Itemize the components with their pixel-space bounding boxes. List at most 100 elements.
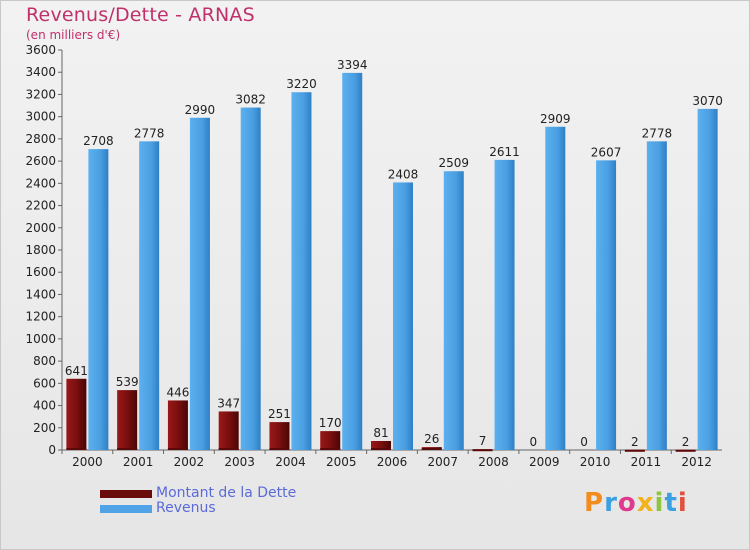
y-tick-label: 2200 [25, 199, 56, 213]
y-tick-label: 3600 [25, 43, 56, 57]
data-label-debt-2003: 347 [217, 396, 240, 410]
legend-swatch-debt [100, 489, 152, 498]
x-tick-label: 2007 [427, 455, 458, 469]
y-tick-label: 3200 [25, 87, 56, 101]
bar-debt-base-2005 [320, 448, 341, 450]
data-label-debt-2005: 170 [319, 416, 342, 430]
data-label-revenus-2012: 3070 [692, 94, 723, 108]
bar-debt-2005 [320, 431, 341, 450]
y-tick-label: 3000 [25, 110, 56, 124]
bar-revenus-2011 [646, 141, 667, 451]
logo-letter: t [664, 488, 678, 518]
y-tick-label: 400 [33, 399, 56, 413]
bar-debt-2003 [218, 411, 239, 450]
data-label-revenus-2010: 2607 [591, 145, 622, 159]
data-label-revenus-2011: 2778 [642, 126, 673, 140]
bar-debt-2006 [371, 441, 391, 450]
x-tick-label: 2005 [326, 455, 357, 469]
legend-label-debt: Montant de la Dette [156, 485, 297, 501]
data-label-debt-2007: 26 [424, 432, 439, 446]
data-label-debt-2011: 2 [631, 435, 639, 449]
data-label-revenus-2002: 2990 [185, 103, 216, 117]
data-label-debt-2004: 251 [268, 407, 291, 421]
data-label-revenus-2008: 2611 [489, 145, 520, 159]
data-label-revenus-2005: 3394 [337, 58, 368, 72]
data-label-revenus-2009: 2909 [540, 112, 571, 126]
chart-subtitle: (en milliers d'€) [26, 28, 121, 42]
data-label-debt-2006: 81 [373, 426, 388, 440]
bar-revenus-2008 [494, 159, 515, 450]
data-label-debt-2000: 641 [65, 364, 88, 378]
proxiti-logo: Proxiti [584, 488, 688, 518]
y-tick-label: 0 [48, 443, 56, 457]
bar-revenus-2002 [189, 117, 210, 451]
legend-item-debt: Montant de la Dette [100, 486, 296, 501]
bar-revenus-2007 [443, 171, 464, 450]
data-label-debt-2001: 539 [116, 375, 139, 389]
bar-debt-base-2003 [218, 448, 239, 450]
logo-letter: o [617, 488, 637, 518]
legend-item-revenus: Revenus [100, 501, 296, 516]
data-label-debt-2009: 0 [529, 435, 537, 449]
data-label-debt-2010: 0 [580, 435, 588, 449]
y-tick-label: 600 [33, 376, 56, 390]
y-tick-label: 3400 [25, 65, 56, 79]
logo-letter: i [677, 488, 688, 518]
x-tick-label: 2003 [224, 455, 255, 469]
bar-revenus-2006 [393, 182, 413, 450]
bar-revenus-2010 [596, 160, 617, 451]
x-tick-label: 2000 [72, 455, 103, 469]
bar-debt-base-2008 [472, 449, 493, 452]
chart-legend: Montant de la Dette Revenus [100, 486, 296, 516]
bar-debt-2002 [167, 400, 188, 450]
bar-debt-base-2012 [675, 449, 696, 452]
logo-letter: x [636, 488, 655, 518]
bar-debt-2004 [269, 422, 290, 450]
x-tick-label: 2009 [529, 455, 560, 469]
data-label-revenus-2006: 2408 [388, 167, 419, 181]
y-tick-label: 800 [33, 354, 56, 368]
x-tick-label: 2002 [174, 455, 205, 469]
x-tick-label: 2006 [377, 455, 408, 469]
data-label-debt-2002: 446 [166, 385, 189, 399]
y-tick-label: 2400 [25, 176, 56, 190]
x-tick-label: 2011 [631, 455, 662, 469]
bar-debt-base-2000 [66, 448, 87, 450]
bar-debt-base-2006 [371, 448, 391, 450]
bar-revenus-2012 [697, 108, 718, 450]
data-label-revenus-2003: 3082 [235, 93, 266, 107]
bar-debt-base-2011 [624, 449, 645, 452]
data-label-revenus-2007: 2509 [438, 156, 469, 170]
x-tick-label: 2010 [580, 455, 611, 469]
bar-revenus-2009 [545, 126, 566, 451]
data-label-revenus-2004: 3220 [286, 77, 317, 91]
logo-letter: r [604, 488, 618, 518]
y-tick-label: 1600 [25, 265, 56, 279]
y-tick-label: 1400 [25, 287, 56, 301]
bar-revenus-2005 [342, 72, 363, 450]
x-tick-label: 2008 [478, 455, 509, 469]
data-label-debt-2008: 7 [479, 434, 487, 448]
bar-revenus-2004 [291, 92, 312, 450]
logo-letter: P [584, 488, 605, 518]
data-label-revenus-2001: 2778 [134, 126, 165, 140]
bar-debt-base-2007 [421, 448, 442, 450]
bar-debt-base-2001 [117, 448, 138, 450]
data-label-debt-2012: 2 [682, 435, 690, 449]
legend-label-revenus: Revenus [156, 500, 216, 516]
bar-debt-base-2004 [269, 448, 290, 450]
y-tick-label: 2600 [25, 154, 56, 168]
chart-title: Revenus/Dette - ARNAS [26, 4, 255, 26]
x-tick-label: 2001 [123, 455, 154, 469]
bar-revenus-2000 [88, 149, 109, 450]
logo-letter: i [654, 488, 665, 518]
data-label-revenus-2000: 2708 [83, 134, 114, 148]
y-tick-label: 2000 [25, 221, 56, 235]
y-tick-label: 1800 [25, 243, 56, 257]
legend-swatch-revenus [100, 504, 152, 513]
bar-debt-2001 [117, 390, 138, 450]
y-tick-label: 2800 [25, 132, 56, 146]
y-tick-label: 1000 [25, 332, 56, 346]
